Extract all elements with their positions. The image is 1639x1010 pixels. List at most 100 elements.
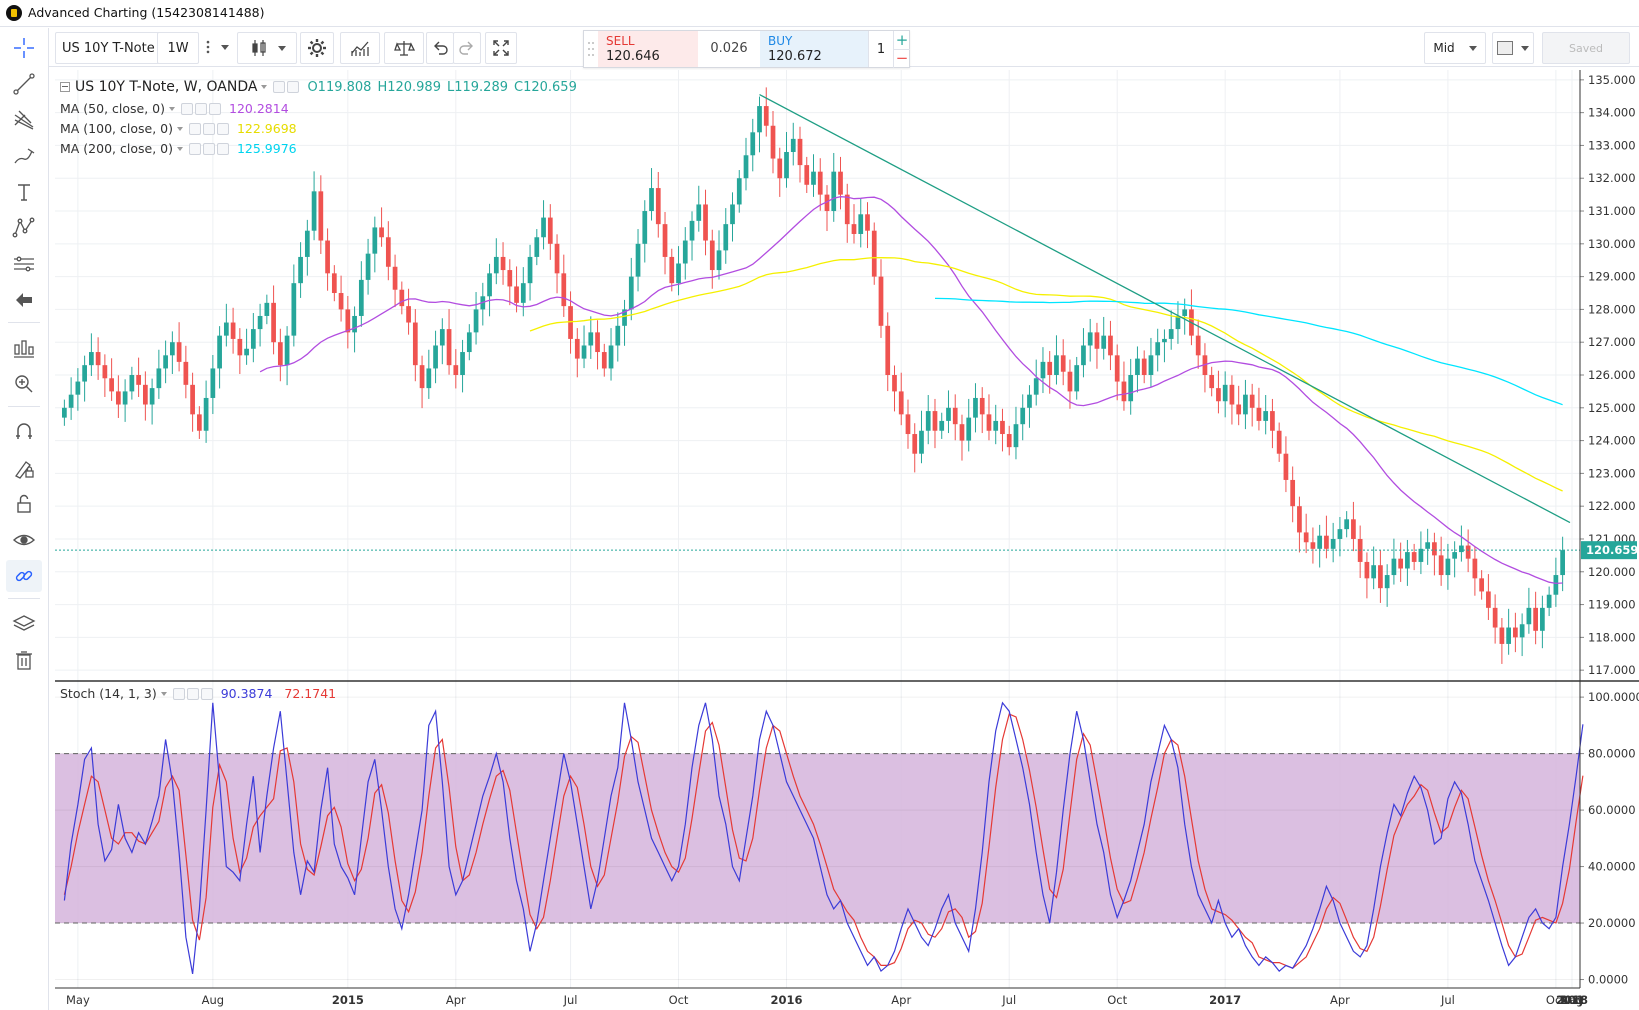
candle-body bbox=[1087, 332, 1093, 346]
chevron-down-icon[interactable] bbox=[261, 85, 268, 89]
pitchfork-icon[interactable] bbox=[6, 104, 42, 136]
candle-body bbox=[68, 394, 74, 408]
time-tick-label: Apr bbox=[1330, 993, 1350, 1007]
quantity-increase-button[interactable]: + bbox=[893, 31, 910, 49]
candle-body bbox=[473, 309, 479, 333]
candle-body bbox=[581, 345, 587, 359]
indicators-button[interactable] bbox=[340, 32, 380, 64]
price-tick-label: 117.000 bbox=[1588, 663, 1636, 677]
candle-body bbox=[1432, 542, 1437, 556]
candle-body bbox=[1236, 404, 1242, 415]
candle-body bbox=[905, 414, 911, 435]
price-tick-label: 122.000 bbox=[1588, 499, 1636, 513]
eye-icon[interactable] bbox=[6, 524, 42, 556]
candle-body bbox=[1472, 558, 1478, 579]
stoch-label: Stoch (14, 1, 3) bbox=[60, 686, 157, 701]
chevron-down-icon[interactable] bbox=[169, 106, 176, 111]
candle-body bbox=[487, 273, 492, 297]
candle-body bbox=[885, 325, 891, 375]
sell-button[interactable]: SELL 120.646 bbox=[598, 31, 698, 67]
zoom-icon[interactable] bbox=[6, 368, 42, 400]
chevron-down-icon[interactable] bbox=[176, 146, 183, 151]
settings-small-icon[interactable] bbox=[287, 81, 300, 93]
link-icon[interactable] bbox=[6, 560, 42, 592]
symbol-search-button[interactable]: US 10Y T-Note bbox=[55, 32, 161, 64]
layout-select[interactable] bbox=[1492, 32, 1534, 64]
settings-small-icon[interactable] bbox=[202, 122, 215, 135]
lock-icon[interactable] bbox=[6, 488, 42, 520]
settings-small-icon[interactable] bbox=[186, 687, 199, 700]
close-small-icon[interactable] bbox=[200, 687, 213, 700]
compare-button[interactable] bbox=[384, 32, 424, 64]
candle-body bbox=[892, 375, 897, 392]
settings-small-icon[interactable] bbox=[202, 142, 215, 155]
candle-body bbox=[1519, 624, 1525, 638]
interval-button[interactable]: 1W bbox=[157, 32, 199, 64]
price-type-select[interactable]: Mid bbox=[1424, 32, 1486, 64]
collapse-legend-icon[interactable] bbox=[60, 82, 70, 92]
indicators-icon bbox=[351, 41, 369, 56]
text-icon[interactable] bbox=[6, 176, 42, 208]
candle-body bbox=[244, 348, 249, 356]
candle-body bbox=[743, 155, 749, 179]
trendline-icon[interactable] bbox=[6, 68, 42, 100]
pattern-icon[interactable] bbox=[6, 212, 42, 244]
candle-body bbox=[1317, 535, 1323, 549]
close-small-icon[interactable] bbox=[209, 102, 222, 115]
series-title: US 10Y T-Note, W, OANDA bbox=[75, 79, 258, 95]
redo-button[interactable] bbox=[453, 32, 481, 64]
quantity-decrease-button[interactable]: − bbox=[893, 49, 910, 68]
price-tick-label: 130.000 bbox=[1588, 237, 1636, 251]
eye-toggle-icon[interactable] bbox=[188, 122, 201, 135]
candle-body bbox=[682, 240, 688, 264]
candle-body bbox=[257, 315, 263, 330]
candle-body bbox=[1351, 519, 1356, 539]
candle-body bbox=[1492, 607, 1498, 628]
magnet-icon[interactable] bbox=[6, 416, 42, 448]
candle-body bbox=[851, 224, 857, 234]
candle-body bbox=[757, 106, 762, 133]
candle-body bbox=[1229, 384, 1235, 405]
candle-body bbox=[939, 420, 945, 431]
candle-body bbox=[1391, 558, 1397, 576]
candle-body bbox=[662, 224, 668, 257]
candle-body bbox=[1452, 552, 1458, 559]
time-tick-label: Oct bbox=[669, 993, 689, 1007]
brush-icon[interactable] bbox=[6, 140, 42, 172]
quantity-field[interactable]: 1 bbox=[868, 31, 893, 67]
lock-drawing-icon[interactable] bbox=[6, 452, 42, 484]
close-small-icon[interactable] bbox=[216, 142, 229, 155]
chevron-down-icon[interactable] bbox=[160, 691, 167, 696]
candle-body bbox=[1560, 550, 1565, 576]
candle-body bbox=[1283, 453, 1289, 480]
window-title: Advanced Charting (1542308141488) bbox=[28, 5, 265, 20]
close-small-icon[interactable] bbox=[216, 122, 229, 135]
measure-icon[interactable] bbox=[6, 248, 42, 280]
drag-handle-icon[interactable] bbox=[584, 31, 598, 67]
fullscreen-button[interactable] bbox=[485, 32, 517, 64]
trash-icon[interactable] bbox=[6, 644, 42, 676]
trendline bbox=[759, 94, 1571, 524]
saved-button[interactable]: Saved bbox=[1542, 32, 1630, 64]
eye-toggle-icon[interactable] bbox=[273, 81, 286, 93]
undo-icon bbox=[434, 41, 448, 55]
eye-toggle-icon[interactable] bbox=[181, 102, 194, 115]
settings-button[interactable] bbox=[300, 32, 334, 64]
candle-body bbox=[298, 256, 303, 284]
buy-button[interactable]: BUY 120.672 bbox=[760, 31, 868, 67]
candle-body bbox=[1114, 355, 1120, 382]
chart-style-button[interactable] bbox=[237, 32, 297, 64]
forecast-icon[interactable] bbox=[6, 332, 42, 364]
interval-more-button[interactable] bbox=[199, 32, 229, 62]
chevron-down-icon bbox=[221, 44, 229, 50]
chevron-down-icon[interactable] bbox=[176, 126, 183, 131]
eye-toggle-icon[interactable] bbox=[188, 142, 201, 155]
eye-toggle-icon[interactable] bbox=[172, 687, 185, 700]
window-titlebar: Advanced Charting (1542308141488) bbox=[0, 0, 1639, 27]
settings-small-icon[interactable] bbox=[195, 102, 208, 115]
crosshair-icon[interactable] bbox=[6, 32, 42, 64]
layers-icon[interactable] bbox=[6, 608, 42, 640]
candle-body bbox=[291, 283, 297, 336]
back-arrow-icon[interactable] bbox=[6, 284, 42, 316]
